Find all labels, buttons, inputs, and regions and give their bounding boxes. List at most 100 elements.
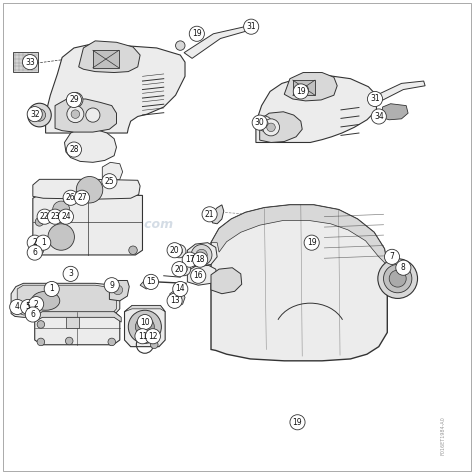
Circle shape <box>58 209 73 224</box>
Polygon shape <box>284 73 337 101</box>
Circle shape <box>244 19 259 34</box>
Text: 20: 20 <box>170 246 180 255</box>
Text: 30: 30 <box>255 118 264 127</box>
Text: 18: 18 <box>195 255 205 264</box>
Text: 19: 19 <box>192 29 201 38</box>
Circle shape <box>9 300 25 315</box>
Circle shape <box>172 262 187 277</box>
Circle shape <box>146 328 160 344</box>
Circle shape <box>135 328 150 344</box>
Polygon shape <box>33 179 140 199</box>
Text: 3: 3 <box>68 269 73 278</box>
Text: 11: 11 <box>138 332 147 341</box>
Polygon shape <box>140 276 156 289</box>
Text: 28: 28 <box>69 145 79 154</box>
Circle shape <box>71 110 80 118</box>
Text: 2: 2 <box>34 300 38 309</box>
Circle shape <box>137 315 153 329</box>
Circle shape <box>113 285 123 295</box>
Circle shape <box>189 26 204 41</box>
Circle shape <box>37 338 45 346</box>
Text: 17: 17 <box>185 255 194 264</box>
Circle shape <box>252 115 267 130</box>
Circle shape <box>196 249 207 261</box>
Circle shape <box>65 337 73 345</box>
Text: 12: 12 <box>148 332 158 341</box>
Ellipse shape <box>31 292 60 310</box>
Circle shape <box>33 109 46 121</box>
Text: 19: 19 <box>296 87 306 96</box>
Circle shape <box>44 282 59 297</box>
Text: 19: 19 <box>307 238 317 247</box>
Circle shape <box>28 297 44 312</box>
Circle shape <box>129 246 137 255</box>
Text: 13: 13 <box>170 296 180 305</box>
Circle shape <box>181 266 187 273</box>
Circle shape <box>35 218 44 226</box>
Circle shape <box>37 320 45 328</box>
Circle shape <box>173 245 186 258</box>
Circle shape <box>102 173 117 189</box>
Polygon shape <box>260 112 302 143</box>
Polygon shape <box>109 281 129 301</box>
Text: 1: 1 <box>41 238 46 247</box>
Polygon shape <box>211 205 224 224</box>
Circle shape <box>66 142 82 157</box>
Polygon shape <box>79 41 140 73</box>
Circle shape <box>191 268 206 283</box>
Text: 6: 6 <box>32 248 37 257</box>
Circle shape <box>167 293 182 309</box>
Text: 10: 10 <box>140 318 150 327</box>
Circle shape <box>293 84 309 99</box>
Text: 15: 15 <box>146 277 156 286</box>
Circle shape <box>261 120 268 128</box>
Polygon shape <box>293 80 315 95</box>
Text: 25: 25 <box>105 177 114 186</box>
Text: DIYSpareParts.com: DIYSpareParts.com <box>38 218 173 230</box>
Text: 31: 31 <box>370 94 380 103</box>
Circle shape <box>173 296 180 303</box>
Circle shape <box>267 123 275 132</box>
Circle shape <box>308 238 318 247</box>
Polygon shape <box>33 194 143 255</box>
Text: 23: 23 <box>50 212 60 221</box>
Circle shape <box>371 109 386 124</box>
Circle shape <box>136 318 155 336</box>
Circle shape <box>290 415 305 430</box>
Circle shape <box>191 245 212 265</box>
Circle shape <box>383 264 412 293</box>
Polygon shape <box>35 312 120 345</box>
Text: 29: 29 <box>69 95 79 104</box>
Circle shape <box>76 176 103 203</box>
Text: F016ET1984-A0: F016ET1984-A0 <box>440 417 445 456</box>
Circle shape <box>27 103 51 127</box>
Text: 6: 6 <box>30 310 35 319</box>
Circle shape <box>182 252 197 267</box>
Circle shape <box>35 246 44 255</box>
Text: 19: 19 <box>292 418 302 427</box>
Circle shape <box>384 249 400 264</box>
Polygon shape <box>125 306 165 312</box>
Polygon shape <box>211 205 387 265</box>
Circle shape <box>257 116 272 131</box>
Circle shape <box>177 263 191 276</box>
Circle shape <box>63 266 78 282</box>
Circle shape <box>202 207 217 222</box>
Circle shape <box>63 190 78 205</box>
Circle shape <box>304 235 319 250</box>
Polygon shape <box>376 81 425 101</box>
Text: 22: 22 <box>40 212 49 221</box>
Text: 24: 24 <box>61 212 71 221</box>
Text: 5: 5 <box>26 302 30 311</box>
Polygon shape <box>383 104 408 120</box>
Text: 20: 20 <box>174 264 184 273</box>
Circle shape <box>68 92 83 108</box>
FancyBboxPatch shape <box>13 52 37 72</box>
Polygon shape <box>125 306 165 346</box>
Polygon shape <box>187 243 217 266</box>
Circle shape <box>104 278 119 293</box>
Text: 1: 1 <box>49 284 54 293</box>
Circle shape <box>20 300 36 315</box>
Polygon shape <box>211 268 242 294</box>
Circle shape <box>48 224 74 250</box>
